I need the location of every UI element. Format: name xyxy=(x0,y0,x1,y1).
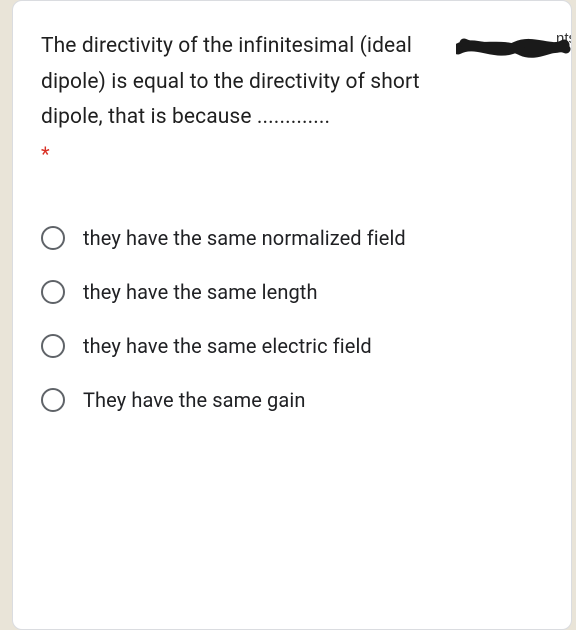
option-label: they have the same length xyxy=(83,280,318,304)
option-label: They have the same gain xyxy=(83,388,305,412)
option-3[interactable]: They have the same gain xyxy=(41,388,551,412)
points-text-fragment: nts xyxy=(556,30,571,47)
option-2[interactable]: they have the same electric field xyxy=(41,334,551,358)
radio-icon xyxy=(41,388,65,412)
radio-icon xyxy=(41,280,65,304)
option-1[interactable]: they have the same length xyxy=(41,280,551,304)
radio-icon xyxy=(41,226,65,250)
question-area: The directivity of the infinitesimal (id… xyxy=(41,29,551,166)
option-label: they have the same normalized field xyxy=(83,226,406,250)
question-card: nts The directivity of the infinitesimal… xyxy=(12,0,572,630)
question-text: The directivity of the infinitesimal (id… xyxy=(41,29,471,136)
option-label: they have the same electric field xyxy=(83,334,372,358)
radio-icon xyxy=(41,334,65,358)
option-0[interactable]: they have the same normalized field xyxy=(41,226,551,250)
required-marker: * xyxy=(41,142,551,166)
options-group: they have the same normalized field they… xyxy=(41,226,551,412)
